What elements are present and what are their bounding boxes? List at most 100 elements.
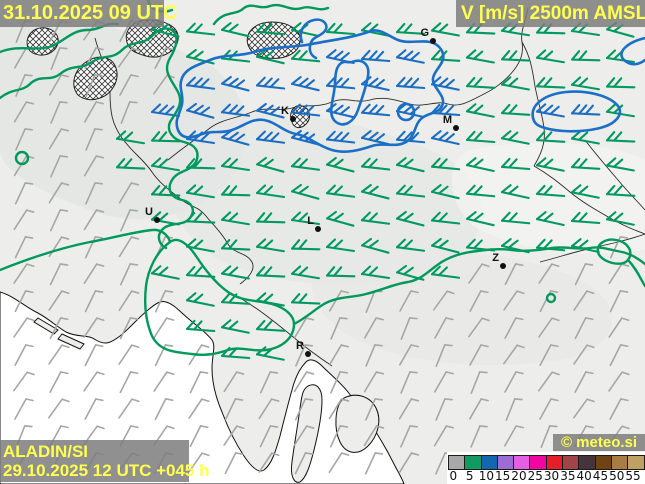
wind-barb: [221, 185, 251, 197]
wind-barb: [13, 263, 35, 284]
wind-barb: [535, 157, 565, 172]
wind-barb: [504, 371, 524, 393]
wind-barb: [49, 317, 69, 340]
wind-barb: [49, 74, 69, 96]
wind-barb: [609, 344, 629, 367]
wind-barb: [221, 75, 250, 92]
wind-barb: [606, 131, 636, 143]
legend-value: 45: [592, 469, 609, 483]
wind-barb: [573, 344, 595, 365]
wind-barb: [430, 130, 460, 146]
wind-barb: [326, 266, 356, 278]
wind-barb: [326, 210, 355, 227]
wind-barb: [540, 425, 558, 448]
legend-swatch: [480, 455, 498, 470]
city-marker-K: K: [281, 105, 296, 122]
wind-barb: [85, 182, 104, 205]
wind-barb: [14, 290, 34, 313]
wind-barb: [119, 371, 139, 394]
city-dot: [500, 263, 506, 269]
wind-barb: [185, 184, 215, 199]
wind-barb: [570, 211, 601, 225]
wind-barb: [291, 293, 321, 305]
wind-barb: [538, 317, 560, 338]
wind-barb: [434, 371, 454, 393]
legend-value: 5: [465, 469, 474, 483]
wind-barb: [293, 371, 315, 393]
wind-barb: [325, 184, 356, 198]
legend-swatch: [513, 455, 531, 470]
wind-barb: [49, 263, 69, 286]
wind-barb: [539, 344, 559, 366]
lagoon-strip: [33, 317, 59, 335]
wind-barb: [185, 292, 215, 307]
wind-barb: [154, 47, 174, 69]
valid-time-label: 31.10.2025 09 UTC: [3, 2, 178, 24]
city-dot: [430, 38, 436, 44]
wind-barb: [290, 49, 321, 63]
wind-barb: [469, 290, 489, 312]
wind-barb: [118, 47, 140, 68]
wind-barb: [500, 157, 531, 171]
wind-barb: [504, 263, 524, 286]
wind-barb: [465, 184, 496, 198]
wind-barb: [83, 371, 105, 392]
wind-barb: [83, 317, 105, 338]
wind-barb: [433, 290, 455, 311]
wind-barb: [360, 157, 391, 171]
wind-barb: [538, 371, 560, 392]
wind-barb: [505, 398, 523, 421]
wind-barb: [48, 182, 70, 204]
wind-barb: [84, 344, 104, 367]
wind-barb: [220, 211, 250, 226]
wind-barb: [48, 398, 70, 419]
wind-barb: [360, 130, 390, 146]
wind-barb: [256, 102, 285, 119]
wind-barb: [535, 103, 565, 118]
wind-barb: [83, 209, 105, 231]
wind-barb: [220, 103, 251, 117]
valid-time-box: 31.10.2025 09 UTC: [0, 0, 178, 27]
city-marker-L: L: [307, 215, 321, 232]
wind-barb: [14, 344, 34, 366]
legend-value-row: 0 5 10 15 20 25 30 35 40 45 50 55: [449, 469, 645, 484]
wind-barb: [256, 212, 286, 224]
isotach-5ms: [0, 0, 645, 356]
wind-barb: [570, 130, 600, 145]
wind-barb: [536, 77, 566, 89]
city-marker-Z: Z: [492, 252, 506, 269]
legend-swatch: [627, 455, 645, 470]
wind-barb: [433, 425, 455, 447]
wind-barb: [608, 263, 630, 285]
wind-barb: [290, 76, 320, 92]
wind-barb: [50, 101, 68, 124]
city-label: M: [443, 114, 452, 126]
wind-barb: [185, 76, 216, 90]
wind-barb: [48, 236, 70, 258]
wind-barb: [574, 371, 594, 393]
city-dot: [154, 217, 160, 223]
wind-barb: [325, 130, 356, 144]
wind-barb: [500, 211, 531, 225]
wind-barb: [430, 22, 460, 37]
wind-barb: [574, 263, 594, 286]
wind-barb: [399, 290, 419, 312]
city-label: U: [145, 206, 153, 218]
wind-barb: [224, 452, 244, 475]
model-run-info: 29.10.2025 12 UTC +045 h: [3, 461, 210, 480]
field-label: V [m/s] 2500m AMSL: [461, 3, 645, 24]
wind-barb: [220, 265, 250, 280]
wind-barb: [291, 239, 321, 251]
wind-barb: [328, 344, 350, 366]
city-markers: G K M U L Z R: [145, 27, 506, 357]
wind-barb: [360, 103, 391, 117]
wind-barb: [395, 130, 426, 144]
legend-swatch: [545, 455, 564, 470]
wind-barb: [430, 211, 461, 225]
wind-barb: [395, 157, 425, 173]
wind-barb: [325, 22, 356, 36]
wind-barb: [13, 101, 35, 123]
wind-barb: [500, 130, 530, 145]
city-marker-M: M: [443, 114, 459, 131]
